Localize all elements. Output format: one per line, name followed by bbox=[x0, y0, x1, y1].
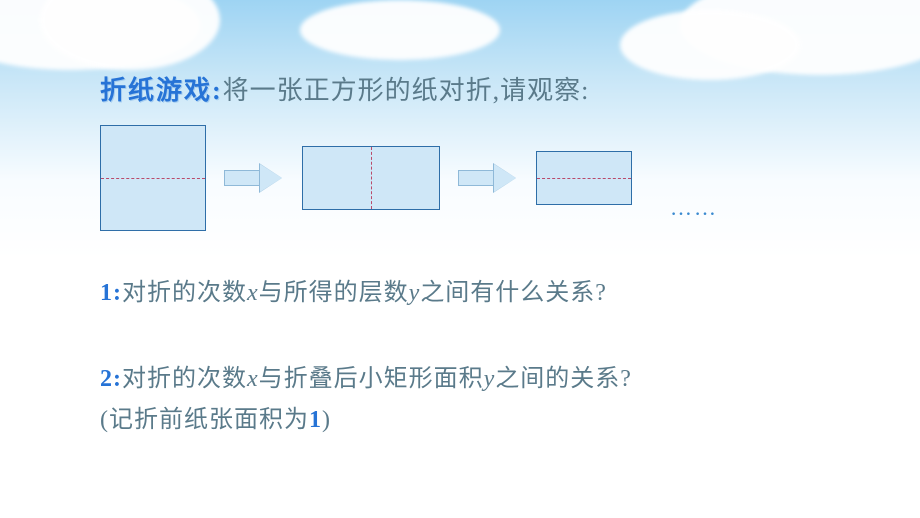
question-number: 2: bbox=[100, 366, 122, 392]
q1-text-c: 之间有什么关系? bbox=[420, 280, 607, 306]
fold-line bbox=[101, 178, 205, 179]
cloud-decoration bbox=[300, 0, 500, 60]
q2-text-a: 对折的次数 bbox=[122, 366, 247, 392]
variable-y: y bbox=[409, 280, 421, 306]
q2-text-b: 与折叠后小矩形面积 bbox=[259, 366, 484, 392]
q1-text-b: 与所得的层数 bbox=[259, 280, 409, 306]
title-prefix: 折纸游戏: bbox=[100, 76, 223, 105]
paper-square bbox=[100, 125, 206, 231]
arrow-icon bbox=[224, 164, 284, 192]
ellipsis: …… bbox=[670, 195, 718, 231]
question-number: 1: bbox=[100, 280, 122, 306]
q2-text-c: 之间的关系? bbox=[495, 366, 632, 392]
note-a: (记折前纸张面积为 bbox=[100, 407, 309, 433]
slide-content: 折纸游戏:将一张正方形的纸对折,请观察: …… 1:对折的次数x与所得的层数y之… bbox=[100, 70, 860, 434]
title-line: 折纸游戏:将一张正方形的纸对折,请观察: bbox=[100, 70, 860, 107]
paper-rect-1 bbox=[302, 146, 440, 210]
note-b: ) bbox=[322, 407, 331, 433]
title-rest: 将一张正方形的纸对折,请观察: bbox=[223, 76, 590, 105]
question-2-note: (记折前纸张面积为1) bbox=[100, 399, 860, 434]
note-number: 1 bbox=[309, 407, 322, 433]
fold-line bbox=[537, 178, 631, 179]
variable-y: y bbox=[484, 366, 496, 392]
arrow-icon bbox=[458, 164, 518, 192]
question-2: 2:对折的次数x与折叠后小矩形面积y之间的关系? bbox=[100, 361, 860, 397]
variable-x: x bbox=[247, 280, 259, 306]
folding-diagram: …… bbox=[100, 125, 860, 231]
paper-rect-2 bbox=[536, 151, 632, 205]
variable-x: x bbox=[247, 366, 259, 392]
fold-line bbox=[371, 147, 372, 209]
question-1: 1:对折的次数x与所得的层数y之间有什么关系? bbox=[100, 275, 860, 311]
q1-text-a: 对折的次数 bbox=[122, 280, 247, 306]
